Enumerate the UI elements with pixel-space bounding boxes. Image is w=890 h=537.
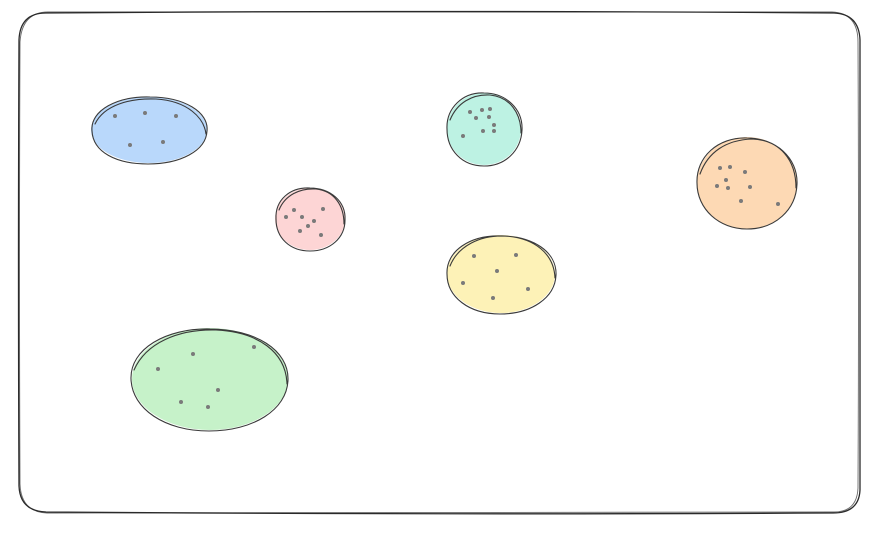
point	[321, 207, 325, 211]
point	[474, 116, 478, 120]
point	[128, 143, 132, 147]
point	[161, 140, 165, 144]
point	[514, 253, 518, 257]
point	[491, 296, 495, 300]
point	[284, 215, 288, 219]
point	[481, 129, 485, 133]
point	[300, 215, 304, 219]
point	[718, 166, 722, 170]
point	[487, 115, 491, 119]
point	[495, 269, 499, 273]
point	[312, 219, 316, 223]
point	[179, 400, 183, 404]
point	[715, 184, 719, 188]
point	[728, 165, 732, 169]
point	[488, 107, 492, 111]
point	[461, 134, 465, 138]
point	[216, 388, 220, 392]
cluster-green-shape	[132, 328, 288, 430]
point	[156, 367, 160, 371]
point	[748, 185, 752, 189]
cluster-orange	[697, 137, 797, 229]
point	[252, 345, 256, 349]
point	[492, 123, 496, 127]
point	[468, 110, 472, 114]
point	[292, 208, 296, 212]
point	[206, 405, 210, 409]
cluster-blue-shape	[91, 97, 207, 163]
point	[743, 170, 747, 174]
point	[526, 287, 530, 291]
diagram-frame	[19, 12, 861, 514]
point	[726, 186, 730, 190]
point	[306, 224, 310, 228]
point	[298, 229, 302, 233]
point	[319, 233, 323, 237]
point	[113, 114, 117, 118]
point	[739, 199, 743, 203]
point	[724, 178, 728, 182]
point	[143, 111, 147, 115]
point	[776, 202, 780, 206]
point	[174, 114, 178, 118]
point	[492, 129, 496, 133]
point	[461, 281, 465, 285]
point	[472, 254, 476, 258]
point	[191, 352, 195, 356]
point	[480, 108, 484, 112]
